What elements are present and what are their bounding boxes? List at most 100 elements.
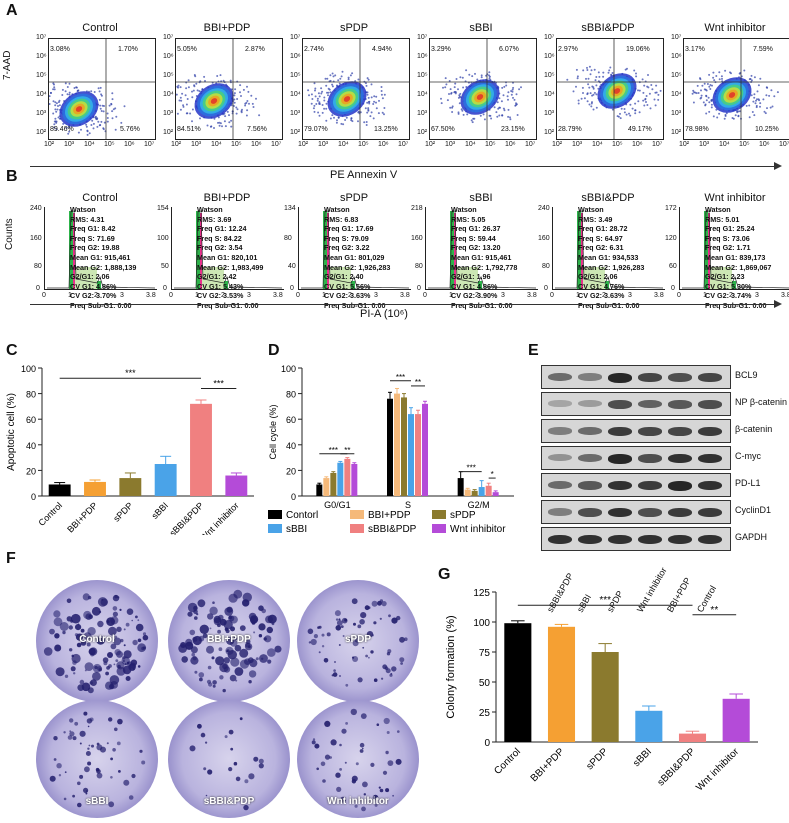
g2-peak	[732, 281, 736, 289]
flow-event	[329, 91, 332, 94]
flow-event	[185, 87, 188, 90]
flow-x-tick: 10⁷	[652, 141, 663, 148]
flow-event	[182, 105, 185, 108]
flow-event	[350, 117, 353, 120]
colony-spot	[212, 684, 216, 688]
sig-star: ***	[396, 373, 405, 382]
colony-spot	[77, 781, 81, 786]
flow-event	[651, 88, 654, 91]
flow-event	[633, 69, 636, 72]
flow-event	[476, 78, 479, 81]
colony-spot	[202, 633, 208, 639]
quadrant-ur: 19.06%	[626, 46, 650, 53]
cycle-stat-line: G2/G1: 2.06	[70, 272, 110, 282]
flow-event	[701, 84, 704, 87]
flow-y-tick: 10⁶	[290, 53, 301, 60]
flow-event	[610, 73, 613, 76]
cycle-stat-line: Freq Sub-G1: 0.00	[197, 300, 259, 310]
colony-spot	[194, 670, 198, 674]
cycle-x-tick: 2	[602, 292, 606, 299]
flow-event	[331, 83, 334, 86]
flow-event	[206, 124, 209, 127]
flow-event	[725, 112, 728, 115]
flow-event	[515, 102, 517, 105]
flow-event	[631, 107, 634, 110]
g1-peak	[72, 213, 75, 289]
flow-event	[644, 98, 647, 101]
blot-band	[548, 427, 572, 435]
flow-event	[100, 120, 103, 123]
flow-event	[507, 98, 509, 101]
flow-event	[700, 89, 702, 92]
colony-spot	[336, 620, 343, 626]
flow-event	[699, 78, 702, 81]
colony-spots-svg	[311, 708, 402, 812]
flow-event	[179, 86, 182, 89]
flow-event	[495, 111, 498, 114]
cycle-x-tick: 0	[42, 292, 46, 299]
bar	[478, 487, 485, 496]
flow-event	[718, 112, 721, 115]
flow-title: sBBI	[469, 22, 493, 34]
g1-peak-fit	[450, 211, 454, 289]
colony-spot	[108, 801, 115, 808]
blot-band	[668, 400, 692, 409]
flow-event	[115, 115, 118, 118]
flow-event	[323, 107, 326, 110]
flow-event	[623, 111, 626, 114]
flow-event	[471, 121, 474, 124]
cycle-stat-line: Freq S: 79.09	[324, 233, 369, 243]
colony-spot	[314, 743, 320, 749]
flow-x-tick: 10²	[171, 141, 182, 148]
flow-x-tick: 10⁶	[378, 141, 389, 148]
quadrant-ll: 28.79%	[558, 126, 582, 133]
flow-event	[370, 111, 373, 114]
flow-y-tick: 10³	[671, 110, 682, 117]
flow-event	[318, 114, 321, 117]
blot-strip	[541, 446, 731, 470]
flow-event	[586, 100, 589, 103]
colony-spot	[234, 644, 242, 652]
dish-label: Wnt inhibitor	[327, 796, 389, 807]
colony-spot	[239, 648, 249, 658]
flow-event	[708, 101, 711, 104]
flow-event	[594, 79, 597, 82]
flow-y-tick: 10⁷	[163, 34, 174, 41]
flow-event	[750, 94, 753, 97]
flow-event	[516, 114, 519, 116]
flow-event	[704, 88, 707, 91]
flow-event	[54, 108, 57, 111]
histogram-outline	[428, 210, 537, 289]
flow-density-contour	[476, 94, 484, 100]
flow-event	[100, 110, 103, 112]
flow-event	[697, 92, 700, 94]
flow-event	[503, 109, 506, 112]
flow-event	[748, 104, 751, 107]
flow-event	[732, 117, 735, 120]
flow-event	[510, 93, 513, 96]
colony-spot	[108, 664, 112, 668]
flow-event	[609, 66, 612, 69]
colony-spot	[106, 742, 109, 745]
flow-event	[49, 98, 50, 101]
flow-event	[459, 76, 462, 79]
colony-spot	[79, 730, 86, 737]
colony-spot	[132, 639, 138, 646]
blot-band	[548, 535, 572, 545]
colony-spot	[69, 718, 74, 723]
flow-event	[442, 86, 444, 89]
colony-spot	[313, 634, 318, 639]
flow-event	[566, 78, 569, 81]
flow-event	[692, 101, 695, 104]
colony-spot	[100, 746, 106, 753]
blot-band	[698, 508, 722, 518]
blot-strip	[541, 527, 731, 551]
colony-spot	[230, 747, 234, 751]
blot-band	[638, 481, 662, 491]
flow-x-tick: 10⁵	[612, 141, 623, 148]
colony-spot	[345, 683, 349, 687]
flow-event	[236, 98, 239, 100]
flow-event	[365, 84, 368, 87]
colony-spot	[363, 793, 366, 796]
flow-event	[373, 100, 376, 103]
